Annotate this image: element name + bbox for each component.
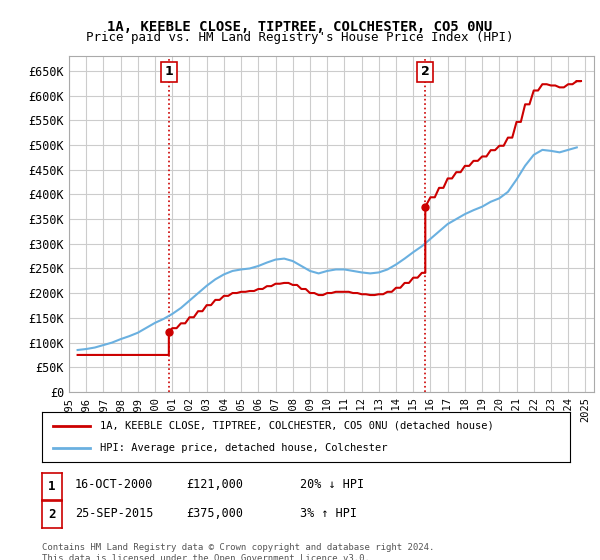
Text: 1A, KEEBLE CLOSE, TIPTREE, COLCHESTER, CO5 0NU: 1A, KEEBLE CLOSE, TIPTREE, COLCHESTER, C…	[107, 20, 493, 34]
Text: £375,000: £375,000	[186, 507, 243, 520]
Text: 16-OCT-2000: 16-OCT-2000	[75, 478, 154, 491]
Text: Price paid vs. HM Land Registry's House Price Index (HPI): Price paid vs. HM Land Registry's House …	[86, 31, 514, 44]
Text: £121,000: £121,000	[186, 478, 243, 491]
Text: 25-SEP-2015: 25-SEP-2015	[75, 507, 154, 520]
Text: 2: 2	[48, 508, 56, 521]
Text: HPI: Average price, detached house, Colchester: HPI: Average price, detached house, Colc…	[100, 443, 388, 453]
Text: 1: 1	[48, 479, 56, 493]
Text: 3% ↑ HPI: 3% ↑ HPI	[300, 507, 357, 520]
Text: 20% ↓ HPI: 20% ↓ HPI	[300, 478, 364, 491]
Text: Contains HM Land Registry data © Crown copyright and database right 2024.
This d: Contains HM Land Registry data © Crown c…	[42, 543, 434, 560]
Text: 2: 2	[421, 66, 430, 78]
Text: 1A, KEEBLE CLOSE, TIPTREE, COLCHESTER, CO5 0NU (detached house): 1A, KEEBLE CLOSE, TIPTREE, COLCHESTER, C…	[100, 421, 494, 431]
Text: 1: 1	[164, 66, 173, 78]
